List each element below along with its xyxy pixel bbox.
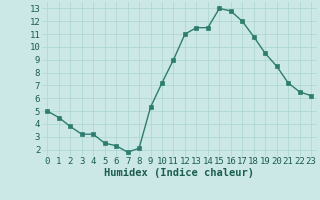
X-axis label: Humidex (Indice chaleur): Humidex (Indice chaleur) <box>104 168 254 178</box>
